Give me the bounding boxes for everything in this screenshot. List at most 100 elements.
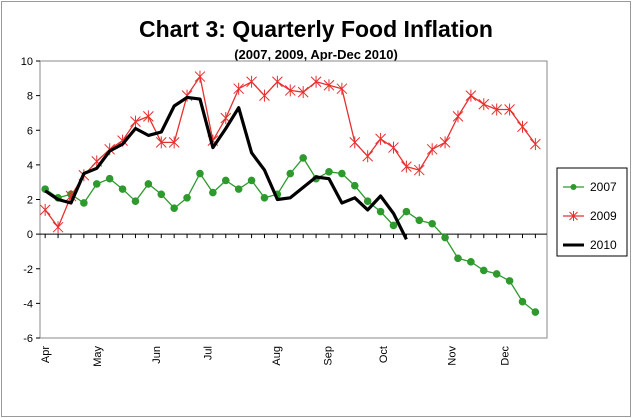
data-point-2007: [492, 270, 501, 278]
data-point-2009: [426, 143, 438, 156]
data-point-2007: [402, 207, 411, 216]
data-point-2009: [465, 89, 477, 102]
x-tick-label: Sep: [323, 346, 335, 366]
data-point-2009: [401, 160, 412, 173]
series-2010: [44, 95, 408, 241]
legend-marker-2007: [570, 184, 577, 190]
data-point-2007: [209, 188, 217, 197]
data-point-2009: [413, 164, 425, 177]
data-point-2007: [157, 190, 166, 199]
y-tick-label: 0: [27, 229, 33, 241]
data-point-2007: [350, 181, 359, 190]
data-point-2009: [272, 75, 283, 88]
data-point-2009: [194, 70, 206, 83]
data-point-2007: [441, 233, 449, 242]
data-point-2009: [130, 115, 141, 128]
data-point-2009: [530, 138, 541, 151]
data-point-2009: [504, 103, 515, 116]
data-point-2009: [388, 141, 399, 154]
data-point-2009: [155, 136, 167, 149]
data-point-2007: [247, 176, 256, 185]
x-tick-label: Jul: [203, 346, 215, 360]
data-point-2009: [362, 150, 374, 163]
x-tick-label: Jun: [151, 346, 163, 364]
data-point-2009: [39, 203, 51, 216]
data-point-2009: [143, 110, 154, 123]
y-tick-label: 8: [27, 91, 33, 103]
data-point-2007: [183, 193, 191, 202]
legend-label-2009: 2009: [590, 209, 617, 223]
data-point-2009: [323, 79, 335, 92]
legend-box: [556, 167, 628, 257]
data-point-2009: [349, 136, 361, 149]
data-point-2007: [105, 174, 114, 183]
data-point-2009: [246, 75, 257, 88]
x-tick-label: Apr: [40, 346, 52, 363]
data-point-2009: [439, 136, 451, 149]
axes: -6 -4 -2 0 2 4 6 8 10 Apr May Jun Jul Aug Sep Oct Nov Dec: [21, 56, 547, 367]
legend: 2007 2009 2010: [556, 167, 628, 257]
data-point-2007: [221, 176, 230, 185]
data-point-2009: [336, 82, 348, 95]
data-point-2009: [310, 75, 322, 88]
data-point-2009: [259, 89, 270, 102]
plot-area: [39, 60, 548, 339]
data-point-2009: [375, 132, 386, 145]
data-point-2007: [415, 216, 424, 225]
data-point-2007: [428, 219, 436, 228]
data-point-2007: [531, 308, 540, 316]
data-point-2007: [479, 266, 488, 275]
x-tick-label: Nov: [447, 346, 459, 366]
y-tick-label: 2: [27, 195, 33, 207]
data-point-2009: [491, 103, 503, 116]
data-point-2007: [454, 254, 462, 263]
data-point-2007: [376, 207, 385, 216]
data-point-2007: [338, 169, 346, 178]
data-point-2009: [168, 136, 180, 149]
series-2009: [39, 70, 541, 234]
data-point-2007: [299, 154, 307, 162]
data-point-2007: [131, 197, 140, 206]
data-point-2007: [325, 168, 333, 176]
data-point-2007: [80, 199, 88, 207]
data-point-2007: [505, 277, 514, 285]
data-point-2007: [389, 221, 398, 230]
data-point-2007: [170, 204, 178, 212]
data-point-2007: [144, 180, 153, 188]
series-line-2010: [44, 95, 408, 241]
data-point-2009: [284, 84, 296, 97]
x-tick-label: Aug: [271, 346, 283, 366]
x-tick-label: May: [92, 346, 104, 367]
chart-subtitle: (2007, 2009, Apr-Dec 2010): [234, 47, 398, 62]
data-point-2007: [363, 197, 372, 206]
legend-marker-2009: [569, 211, 578, 221]
data-point-2007: [286, 169, 295, 178]
series-layer: [39, 70, 541, 316]
data-point-2009: [297, 86, 309, 99]
y-tick-label: 4: [27, 160, 33, 172]
data-point-2007: [518, 297, 527, 306]
chart-title: Chart 3: Quarterly Food Inflation: [139, 16, 493, 42]
y-tick-label: -2: [23, 264, 33, 276]
data-point-2007: [234, 185, 243, 193]
data-point-2009: [52, 221, 64, 234]
x-tick-label: Dec: [499, 346, 511, 366]
legend-label-2010: 2010: [590, 238, 617, 252]
x-tick-label: Oct: [378, 346, 390, 363]
data-point-2009: [478, 98, 490, 111]
y-tick-label: -6: [23, 333, 33, 345]
data-point-2007: [118, 185, 127, 193]
y-tick-label: 10: [21, 56, 33, 68]
y-tick-label: 6: [27, 125, 33, 137]
data-point-2009: [452, 110, 464, 123]
data-point-2009: [517, 120, 528, 133]
data-point-2007: [467, 258, 475, 266]
data-point-2009: [233, 82, 245, 95]
legend-label-2007: 2007: [590, 180, 617, 194]
data-point-2007: [260, 193, 269, 202]
series-2007: [41, 154, 540, 316]
data-point-2007: [196, 169, 204, 178]
y-tick-label: -4: [23, 298, 33, 310]
data-point-2007: [92, 180, 101, 188]
